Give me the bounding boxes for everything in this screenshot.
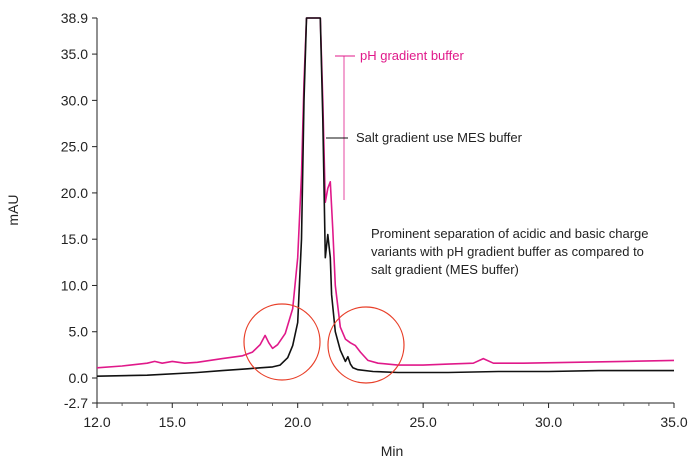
acidic-variants-highlight (243, 303, 321, 381)
ph-gradient-series-line (96, 17, 675, 369)
x-tick-label: 35.0 (660, 414, 687, 430)
x-tick-label: 20.0 (284, 414, 311, 430)
y-tick-label: 38.9 (61, 10, 88, 26)
series-layer (96, 17, 675, 377)
basic-variants-highlight (327, 306, 405, 384)
x-tick-label: 30.0 (535, 414, 562, 430)
annotation-layer: mAU Min pH gradient buffer Salt gradient… (5, 48, 649, 459)
y-tick-label: 35.0 (61, 46, 88, 62)
y-tick-label: 15.0 (61, 231, 88, 247)
salt-gradient-series-line (96, 17, 674, 377)
note-line-2: variants with pH gradient buffer as comp… (371, 244, 644, 259)
salt-gradient-label: Salt gradient use MES buffer (356, 130, 523, 145)
y-tick-label: -2.7 (64, 395, 88, 411)
note-line-1: Prominent separation of acidic and basic… (371, 226, 649, 241)
ph-gradient-label: pH gradient buffer (360, 48, 464, 63)
x-tick-label: 15.0 (159, 414, 186, 430)
y-tick-label: 5.0 (69, 324, 89, 340)
y-axis-label: mAU (5, 194, 21, 225)
x-axis-label: Min (381, 443, 404, 459)
y-tick-label: 25.0 (61, 139, 88, 155)
y-tick-label: 0.0 (69, 370, 89, 386)
note-line-3: salt gradient (MES buffer) (371, 262, 519, 277)
x-tick-label: 25.0 (410, 414, 437, 430)
x-tick-label: 12.0 (83, 414, 110, 430)
y-tick-label: 30.0 (61, 92, 88, 108)
y-tick-label: 10.0 (61, 277, 88, 293)
axes: 38.9 35.0 30.0 25.0 20.0 15.0 10.0 5.0 0.0 -2.7 12… (61, 10, 688, 430)
y-tick-label: 20.0 (61, 185, 88, 201)
